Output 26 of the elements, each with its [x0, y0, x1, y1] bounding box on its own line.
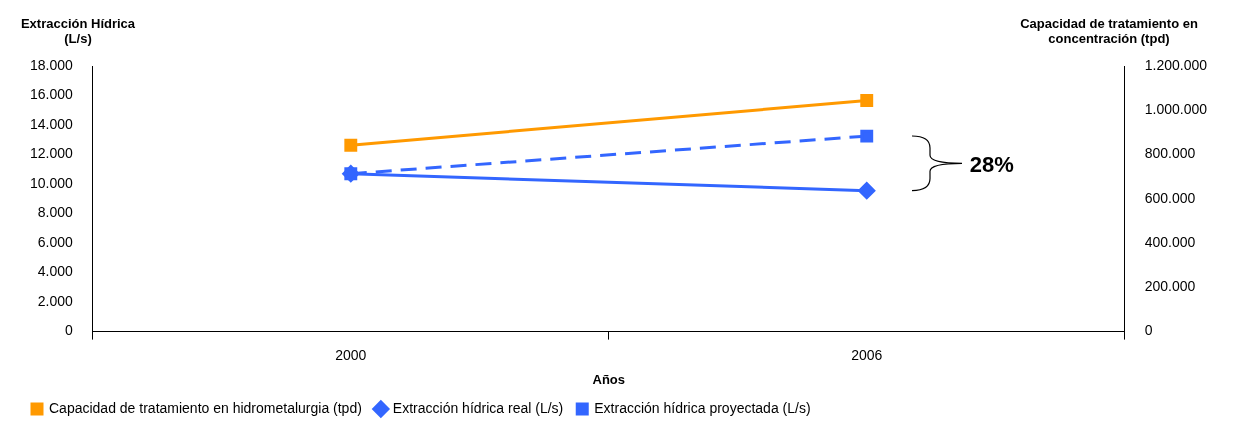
y-tick-label: 0	[65, 322, 74, 339]
y2-tick-label: 600.000	[1144, 189, 1196, 206]
legend-label: Capacidad de tratamiento en hidrometalurgia (tpd)	[49, 399, 362, 416]
y-tick-label: 8.000	[37, 204, 74, 221]
legend-label: Extracción hídrica real (L/s)	[392, 399, 564, 416]
x-tick-label: 2000	[335, 346, 367, 363]
y2-tick-label: 200.000	[1144, 278, 1196, 295]
annotation: 28%	[969, 152, 1014, 178]
y-axis-title: Extracción Hídrica (L/s)	[19, 16, 137, 46]
x-tick-label: 2006	[851, 346, 883, 363]
y2-tick-label: 400.000	[1144, 233, 1196, 250]
y-tick-label: 14.000	[29, 115, 74, 132]
y-tick-label: 12.000	[29, 145, 74, 162]
x-axis-title: Años	[592, 371, 626, 387]
y-tick-label: 4.000	[37, 263, 74, 280]
y-tick-label: 16.000	[29, 86, 74, 103]
y2-tick-label: 1.000.000	[1144, 101, 1208, 118]
y2-tick-label: 800.000	[1144, 145, 1196, 162]
y2-tick-label: 1.200.000	[1144, 56, 1208, 73]
y-tick-label: 18.000	[29, 56, 74, 73]
y2-tick-label: 0	[1144, 322, 1153, 339]
y-tick-label: 6.000	[37, 233, 74, 250]
y-tick-label: 10.000	[29, 174, 74, 191]
y-tick-label: 2.000	[37, 292, 74, 309]
y2-axis-title: Capacidad de tratamiento en concentración (tpd)	[1019, 16, 1199, 46]
legend-label: Extracción hídrica proyectada (L/s)	[594, 399, 811, 416]
